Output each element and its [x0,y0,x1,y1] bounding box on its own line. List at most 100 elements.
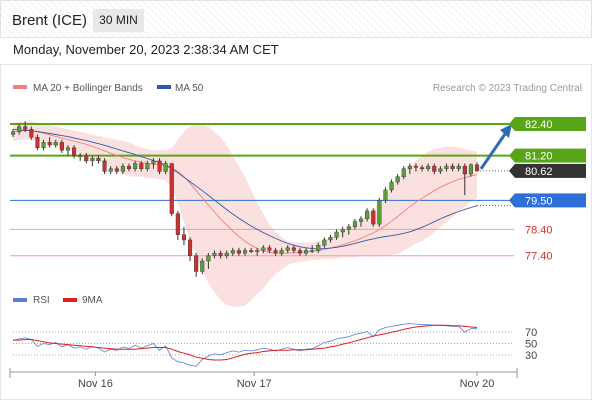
rsi-tick-label: 70 [525,327,537,339]
bollinger-band-area [13,121,477,307]
x-tick-label: Nov 20 [460,378,495,390]
candle-up [145,163,150,170]
candle-up [255,250,260,252]
candle-down [139,163,144,170]
candle-up [426,165,431,169]
legend-rsi-swatch [13,298,27,302]
candle-up [108,168,113,172]
candle-up [212,252,217,256]
candle-up [65,147,70,151]
candle-up [41,142,46,148]
candle-up [395,176,400,183]
candle-up [389,181,394,191]
legend-9ma-swatch [63,298,77,302]
pivot-label-tip [509,193,515,208]
candle-down [175,213,180,235]
candle-down [35,136,40,148]
candle-down [413,165,419,168]
candle-up [401,168,406,177]
legend-bb-swatch [13,85,27,89]
candle-up [279,250,284,254]
candle-up [200,260,205,272]
candle-up [120,165,125,172]
candle-down [96,157,101,161]
support-label: 78.40 [525,224,553,236]
candle-up [377,200,382,225]
candle-down [84,155,89,162]
candle-up [10,131,16,135]
candle-up [151,160,156,164]
candle-down [291,247,296,251]
candle-up [261,247,266,251]
candle-down [181,234,187,241]
candle-down [273,250,278,254]
candle-down [59,142,64,151]
resistance-label-tip [509,148,515,163]
candle-up [304,250,309,254]
credit-text: Research © 2023 Trading Central [433,83,582,94]
candle-up [438,168,443,172]
candle-down [432,165,437,172]
timeframe-button[interactable]: 30 MIN [93,9,144,32]
pivot-label-bg [515,193,586,208]
legend-bb-label: MA 20 + Bollinger Bands [33,83,143,94]
candle-up [365,210,370,219]
ma50-line [12,128,478,250]
candle-down [420,167,425,169]
candle-up [285,247,290,251]
candle-up [322,239,327,246]
candle-down [267,247,272,251]
candle-down [169,163,174,214]
candle-down [47,142,52,146]
candle-up [17,126,22,133]
candle-down [157,160,162,172]
candle-up [359,218,364,222]
candle-down [249,250,254,252]
candle-up [242,250,248,254]
candle-up [206,255,211,262]
resistance-label: 81.20 [525,151,553,163]
instrument-title: Brent (ICE) [12,12,88,29]
candle-down [23,126,28,130]
x-tick-label: Nov 17 [237,378,272,390]
candle-down [371,210,376,225]
candle-up [346,226,351,230]
support-label: 77.40 [525,251,553,263]
resistance-label-bg [515,117,586,131]
candle-up [444,165,449,169]
candle-down [194,255,199,272]
candle-up [224,252,229,256]
ma20-line [12,130,478,254]
legend-ma50-label: MA 50 [175,83,204,94]
rsi-line [12,323,477,367]
candle-up [310,250,315,252]
candle-up [407,165,412,169]
candle-up [230,250,235,254]
forecast-arrow-head [500,124,512,138]
candle-down [102,160,107,172]
last-label-tip [509,163,515,178]
last-label-bg [515,163,586,178]
candle-down [71,147,77,156]
candle-down [475,164,480,172]
datetime-label: Monday, November 20, 2023 2:38:34 AM CET [13,42,279,57]
candle-up [334,231,339,238]
candle-up [133,163,138,170]
candle-down [462,165,467,175]
candle-up [456,165,461,169]
rsi-ma-line [13,324,478,361]
candle-down [126,165,132,169]
candle-down [29,129,34,138]
candle-up [352,221,358,228]
legend-rsi-label: RSI [33,295,50,306]
candle-up [383,189,388,201]
header-bar: Brent (ICE) 30 MIN [0,0,592,38]
candle-up [328,237,333,241]
candle-up [53,142,58,146]
candle-down [114,168,119,172]
forecast-arrow-shaft [479,133,507,170]
resistance-label-tip [509,117,515,131]
candle-up [316,244,321,251]
resistance-label-bg [515,148,586,163]
